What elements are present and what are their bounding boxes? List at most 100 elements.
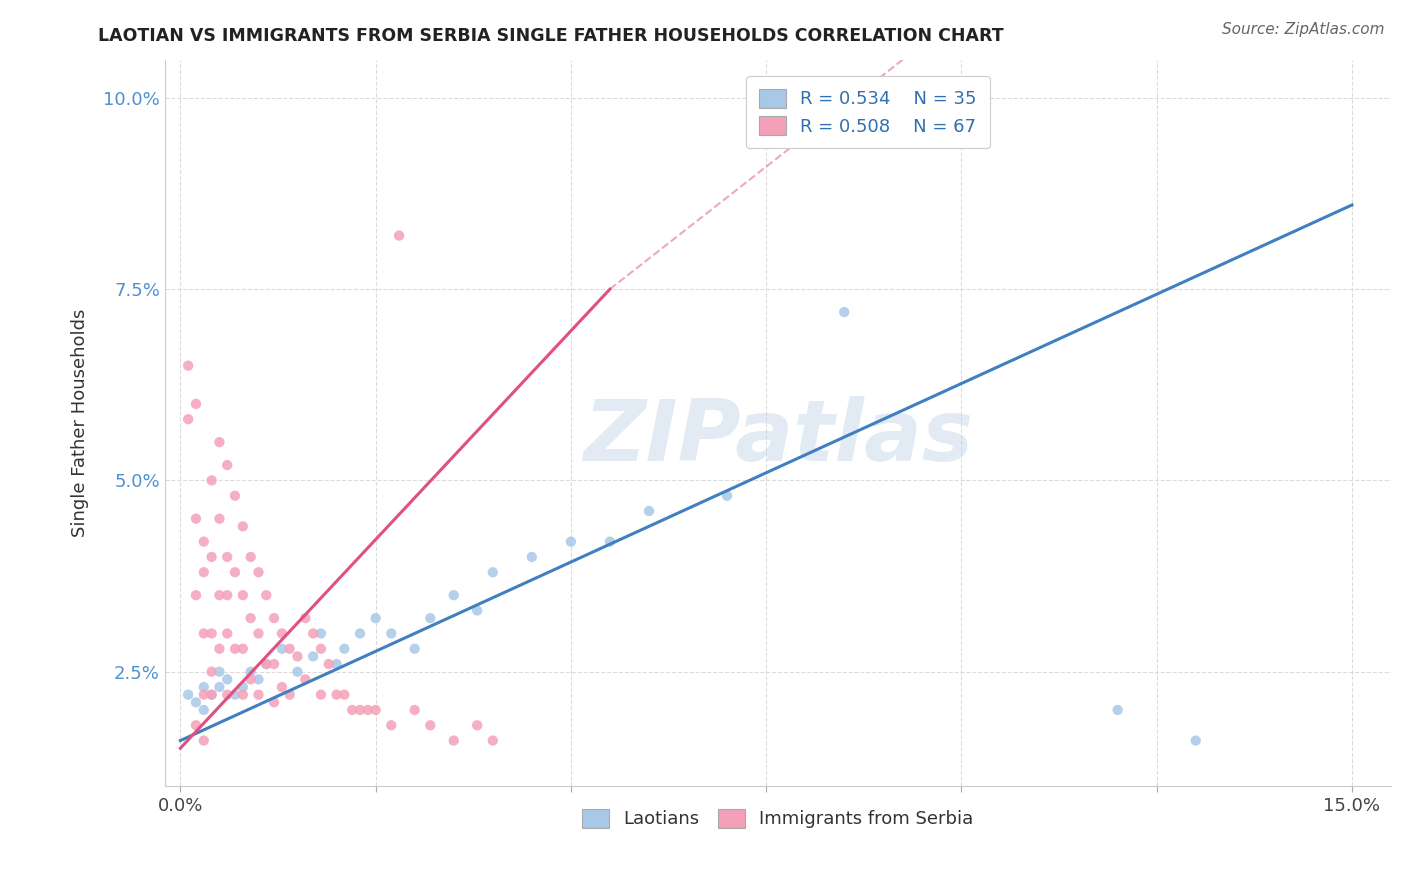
Point	[263, 657, 285, 671]
Point	[217, 673, 239, 687]
Point	[325, 688, 347, 702]
Point	[294, 673, 316, 687]
Legend: Laotians, Immigrants from Serbia: Laotians, Immigrants from Serbia	[575, 802, 981, 836]
Point	[239, 673, 262, 687]
Point	[193, 688, 215, 702]
Point	[325, 657, 347, 671]
Text: LAOTIAN VS IMMIGRANTS FROM SERBIA SINGLE FATHER HOUSEHOLDS CORRELATION CHART: LAOTIAN VS IMMIGRANTS FROM SERBIA SINGLE…	[98, 27, 1004, 45]
Point	[254, 657, 277, 671]
Point	[1107, 703, 1129, 717]
Point	[443, 588, 465, 602]
Point	[247, 673, 270, 687]
Point	[201, 474, 224, 488]
Point	[357, 703, 380, 717]
Point	[201, 688, 224, 702]
Point	[224, 641, 246, 656]
Point	[333, 641, 356, 656]
Point	[263, 695, 285, 709]
Point	[184, 511, 207, 525]
Point	[419, 611, 441, 625]
Point	[224, 489, 246, 503]
Point	[208, 641, 231, 656]
Text: ZIPatlas: ZIPatlas	[582, 396, 973, 479]
Point	[247, 566, 270, 580]
Point	[1184, 733, 1206, 747]
Point	[465, 718, 488, 732]
Point	[254, 657, 277, 671]
Point	[309, 688, 332, 702]
Point	[465, 603, 488, 617]
Point	[217, 588, 239, 602]
Point	[638, 504, 661, 518]
Point	[287, 649, 309, 664]
Point	[278, 641, 301, 656]
Point	[349, 703, 371, 717]
Point	[716, 489, 738, 503]
Point	[184, 397, 207, 411]
Point	[270, 641, 292, 656]
Point	[208, 511, 231, 525]
Point	[217, 458, 239, 472]
Point	[201, 549, 224, 564]
Point	[193, 680, 215, 694]
Point	[217, 626, 239, 640]
Point	[208, 680, 231, 694]
Point	[239, 549, 262, 564]
Point	[193, 534, 215, 549]
Point	[177, 412, 200, 426]
Point	[208, 588, 231, 602]
Point	[177, 688, 200, 702]
Point	[364, 703, 387, 717]
Text: Source: ZipAtlas.com: Source: ZipAtlas.com	[1222, 22, 1385, 37]
Point	[201, 665, 224, 679]
Point	[247, 688, 270, 702]
Point	[239, 665, 262, 679]
Point	[217, 688, 239, 702]
Point	[302, 626, 325, 640]
Point	[287, 665, 309, 679]
Point	[309, 626, 332, 640]
Point	[333, 688, 356, 702]
Point	[254, 588, 277, 602]
Point	[340, 703, 363, 717]
Point	[224, 688, 246, 702]
Point	[232, 680, 254, 694]
Point	[349, 626, 371, 640]
Point	[239, 611, 262, 625]
Point	[193, 626, 215, 640]
Point	[364, 611, 387, 625]
Point	[560, 534, 582, 549]
Point	[217, 549, 239, 564]
Point	[481, 733, 503, 747]
Point	[201, 626, 224, 640]
Point	[232, 588, 254, 602]
Point	[309, 641, 332, 656]
Point	[184, 695, 207, 709]
Point	[294, 611, 316, 625]
Point	[193, 703, 215, 717]
Point	[832, 305, 855, 319]
Point	[599, 534, 621, 549]
Point	[380, 718, 402, 732]
Point	[318, 657, 340, 671]
Point	[270, 626, 292, 640]
Point	[278, 688, 301, 702]
Point	[380, 626, 402, 640]
Point	[208, 435, 231, 450]
Point	[232, 641, 254, 656]
Point	[481, 566, 503, 580]
Point	[193, 733, 215, 747]
Point	[224, 566, 246, 580]
Point	[419, 718, 441, 732]
Point	[201, 688, 224, 702]
Point	[270, 680, 292, 694]
Point	[247, 626, 270, 640]
Point	[193, 566, 215, 580]
Point	[404, 641, 426, 656]
Point	[184, 588, 207, 602]
Point	[232, 688, 254, 702]
Point	[263, 611, 285, 625]
Point	[520, 549, 543, 564]
Point	[208, 665, 231, 679]
Point	[232, 519, 254, 533]
